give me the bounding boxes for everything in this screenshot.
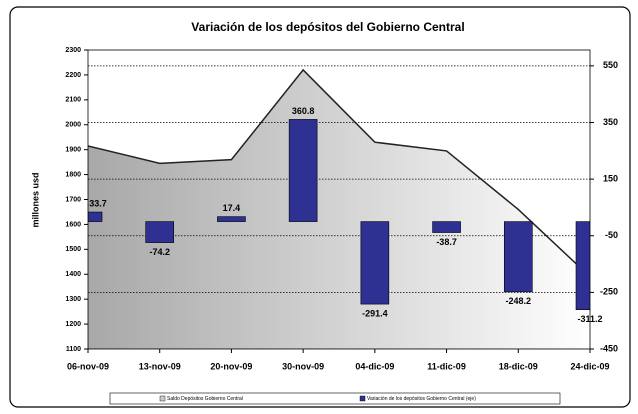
- data-label: 33.7: [89, 198, 107, 208]
- chart-title: Variación de los depósitos del Gobierno …: [191, 20, 464, 34]
- y2-tick-label: 550: [603, 60, 618, 70]
- x-tick-label: 18-dic-09: [499, 361, 538, 371]
- y-tick-label: 1600: [65, 221, 81, 228]
- x-tick-label: 24-dic-09: [570, 361, 609, 371]
- legend-swatch: [159, 395, 166, 402]
- area: [88, 69, 590, 349]
- x-tick-label: 06-nov-09: [67, 361, 109, 371]
- y-tick-label: 2000: [65, 122, 81, 129]
- bar: [217, 216, 246, 222]
- data-label: -38.7: [436, 237, 457, 247]
- plot: [88, 65, 590, 349]
- y-tick-label: 1200: [65, 321, 81, 328]
- y-tick-label: 2300: [65, 47, 81, 54]
- y-tick-label: 2200: [65, 72, 81, 79]
- y-tick-label: 2100: [65, 97, 81, 104]
- y2-tick-label: -50: [605, 230, 618, 240]
- y-tick-label: 1300: [65, 296, 81, 303]
- data-label: -74.2: [149, 247, 170, 257]
- y-axis-label: millones usd: [30, 172, 40, 227]
- y-tick-label: 1400: [65, 271, 81, 278]
- y2-tick-label: -450: [600, 343, 618, 353]
- y-tick-label: 1700: [65, 196, 81, 203]
- data-label: 17.4: [223, 203, 241, 213]
- bar: [288, 119, 318, 222]
- x-tick-label: 13-nov-09: [139, 361, 181, 371]
- y2-tick-label: 350: [603, 117, 618, 127]
- x-tick-label: 30-nov-09: [282, 361, 324, 371]
- y-tick-label: 1900: [65, 147, 81, 154]
- bar: [575, 221, 590, 310]
- y-tick-label: 1800: [65, 171, 81, 178]
- bar: [360, 221, 390, 305]
- legend-label: Variación de los depósitos Gobierno Cent…: [367, 396, 476, 402]
- bar: [503, 221, 533, 293]
- legend: [109, 392, 561, 405]
- x-tick-label: 20-nov-09: [210, 361, 252, 371]
- data-label: -291.4: [362, 308, 388, 318]
- line: [88, 68, 590, 278]
- bar: [432, 221, 461, 233]
- y-tick-label: 1100: [66, 346, 81, 353]
- x-tick-label: 04-dic-09: [355, 361, 394, 371]
- y2-tick-label: 150: [603, 173, 618, 183]
- bar: [88, 211, 103, 222]
- bar: [145, 221, 175, 243]
- legend-swatch: [359, 395, 366, 402]
- legend-label: Saldo Depósitos Gobierno Central: [167, 396, 243, 402]
- y2-tick-label: -250: [600, 287, 618, 297]
- data-label: -248.2: [506, 296, 532, 306]
- x-tick-label: 11-dic-09: [427, 361, 466, 371]
- y-tick-label: 1500: [65, 246, 81, 253]
- data-label: 360.8: [292, 106, 315, 116]
